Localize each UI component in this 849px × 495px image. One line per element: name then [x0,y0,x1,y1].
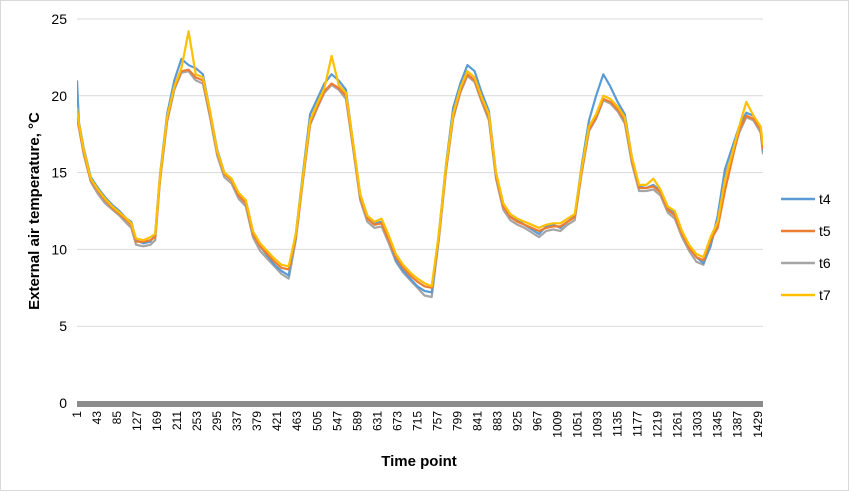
series-line-t6 [77,70,763,299]
legend: t4 t5 t6 t7 [781,191,831,303]
legend-label-t4: t4 [819,191,831,207]
x-tick-label: 85 [110,411,124,425]
x-tick-label: 1345 [711,411,725,438]
y-tick-label: 5 [59,318,67,334]
x-axis-label: Time point [381,453,457,470]
x-tick-label: 715 [410,411,424,431]
x-tick-label: 1135 [611,411,625,437]
x-tick-label: 379 [250,411,264,431]
y-axis-label: External air temperature, °C [26,112,43,310]
x-tick-label: 673 [390,411,404,431]
x-tick-label: 631 [370,411,384,431]
x-tick-label: 463 [290,411,304,431]
series-line-t4 [77,57,763,294]
x-tick-label: 1009 [551,411,565,438]
x-tick-label: 547 [330,411,344,431]
x-tick-label: 337 [230,411,244,431]
x-tick-label: 757 [430,411,444,431]
x-tick-label: 589 [350,411,364,431]
y-tick-labels: 0 5 10 15 20 25 [51,11,67,411]
y-tick-label: 15 [51,165,67,181]
series-line-t5 [77,68,763,289]
x-tick-label: 1 [70,411,84,418]
gridlines [77,18,763,327]
axes [77,401,763,407]
legend-label-t5: t5 [819,223,831,239]
x-tick-label: 211 [170,411,184,430]
x-tick-label: 1051 [571,411,585,438]
x-tick-label: 1429 [751,411,765,438]
x-tick-label: 883 [490,411,504,431]
x-tick-label: 841 [470,411,484,431]
x-tick-label: 169 [150,411,164,431]
series-lines [77,30,763,299]
x-tick-label: 253 [190,411,204,431]
x-tick-label: 421 [270,411,284,431]
y-tick-label: 25 [51,11,67,27]
y-tick-label: 10 [51,241,67,257]
x-tick-label: 925 [510,411,524,431]
y-tick-label: 20 [51,88,67,104]
x-tick-label: 1093 [591,411,605,438]
x-tick-label: 1303 [691,411,705,438]
x-tick-label: 295 [210,411,224,431]
x-tick-label: 505 [310,411,324,431]
y-tick-label: 0 [59,395,67,411]
x-tick-label: 1219 [651,411,665,438]
x-tick-label: 1261 [671,411,685,438]
series-line-t7 [77,30,763,288]
x-axis [77,401,763,407]
x-tick-label: 1387 [731,411,745,438]
x-tick-label: 967 [531,411,545,431]
x-tick-labels: 1 43 85 127 169 211 253 295 337 379 421 463 505 547 58… [70,411,765,438]
x-tick-label: 799 [450,411,464,431]
x-tick-label: 127 [130,411,144,431]
legend-label-t7: t7 [819,287,831,303]
legend-label-t6: t6 [819,255,831,271]
x-tick-label: 43 [90,411,104,425]
x-tick-label: 1177 [631,411,645,437]
